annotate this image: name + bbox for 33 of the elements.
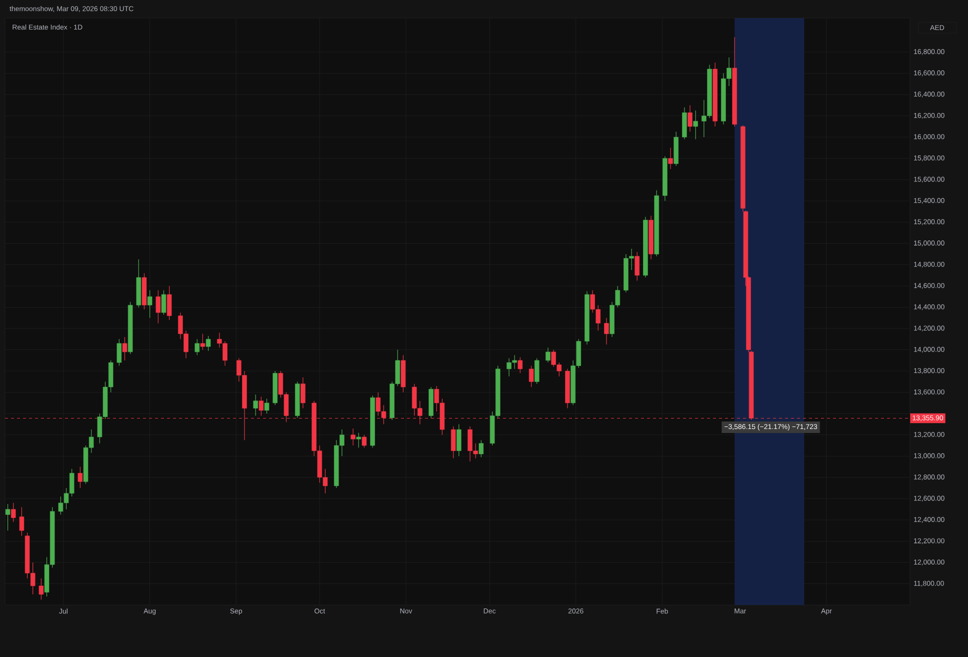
- candlestick: [518, 356, 523, 374]
- candlestick: [19, 506, 24, 536]
- candlestick: [362, 434, 367, 448]
- candlestick: [634, 252, 640, 281]
- candlestick: [116, 338, 122, 366]
- candlestick: [122, 336, 128, 361]
- candlestick: [693, 110, 698, 140]
- candlestick: [350, 428, 356, 446]
- candlestick: [147, 290, 152, 318]
- candlestick: [264, 398, 270, 414]
- candlestick: [356, 432, 362, 448]
- candlestick: [78, 466, 83, 488]
- candlestick: [528, 365, 534, 388]
- candlestick: [206, 336, 211, 352]
- candlestick: [258, 396, 264, 416]
- candlestick: [38, 578, 44, 600]
- candlestick: [194, 338, 200, 356]
- candlestick: [604, 318, 609, 345]
- candlestick: [534, 358, 540, 384]
- candlestick: [688, 104, 692, 132]
- candlestick: [253, 394, 258, 416]
- candlestick: [166, 286, 172, 320]
- candlestick: [456, 424, 462, 456]
- candlestick: [450, 426, 456, 459]
- candlestick: [5, 504, 10, 531]
- candlestick: [161, 290, 166, 315]
- candlestick: [546, 347, 550, 363]
- candlestick: [200, 334, 206, 350]
- candlestick: [300, 377, 306, 409]
- candlestick: [156, 290, 161, 324]
- candlestick: [668, 147, 673, 170]
- candlestick: [478, 440, 484, 458]
- candlestick: [10, 502, 16, 522]
